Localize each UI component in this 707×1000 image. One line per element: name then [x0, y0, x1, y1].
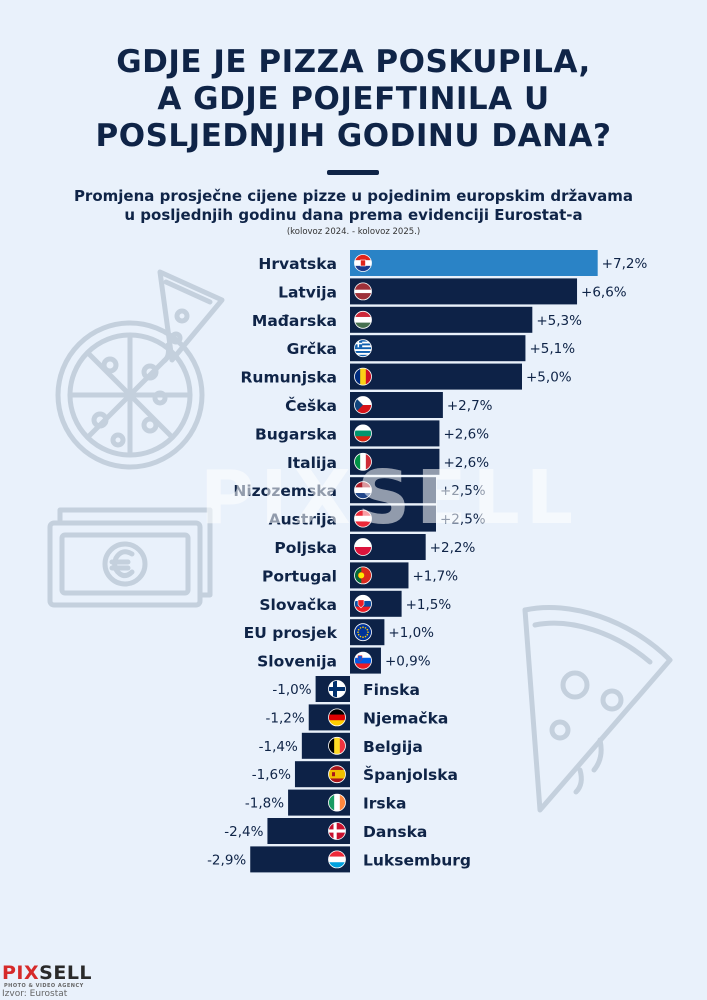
- category-label: Hrvatska: [258, 255, 337, 273]
- pizza-slice-icon: [157, 269, 225, 364]
- value-label: -2,9%: [207, 852, 246, 868]
- page-title: GDJE JE PIZZA POSKUPILA, A GDJE POJEFTIN…: [0, 44, 707, 155]
- category-label: Španjolska: [363, 765, 458, 784]
- value-label: +2,7%: [447, 398, 493, 414]
- greece-flag: [354, 339, 372, 358]
- czechia-flag: [354, 396, 372, 414]
- value-label: +5,0%: [526, 370, 572, 386]
- spain-flag: [328, 765, 346, 784]
- croatia-flag: [354, 254, 372, 272]
- category-label: Irska: [363, 795, 406, 813]
- bar: [350, 278, 578, 305]
- value-label: -1,4%: [259, 739, 298, 755]
- category-label: Portugal: [262, 567, 337, 585]
- category-label: Finska: [363, 681, 420, 699]
- category-label: EU prosjek: [244, 624, 338, 642]
- category-label: Grčka: [287, 340, 337, 358]
- value-label: +5,1%: [529, 341, 575, 357]
- denmark-flag: [328, 822, 346, 840]
- chart-subtitle: Promjena prosječne cijene pizze u pojedi…: [0, 187, 707, 225]
- period-note: (kolovoz 2024. - kolovoz 2025.): [286, 227, 421, 237]
- subtitle-line: u posljednjih godinu dana prema evidenci…: [124, 206, 583, 224]
- value-label: -1,0%: [272, 682, 311, 698]
- slovenia-flag: [354, 651, 372, 670]
- category-label: Luksemburg: [363, 851, 471, 869]
- category-label: Češka: [285, 396, 337, 415]
- luxembourg-flag: [328, 850, 346, 869]
- value-label: +1,7%: [412, 568, 458, 584]
- value-label: -1,2%: [266, 710, 305, 726]
- title-line: POSLJEDNJIH GODINU DANA?: [95, 118, 612, 154]
- finland-flag: [328, 680, 346, 698]
- category-label: Belgija: [363, 738, 423, 756]
- bar: [350, 363, 522, 390]
- category-label: Slovačka: [259, 596, 337, 614]
- category-label: Danska: [363, 823, 427, 841]
- watermark: PIXSELL: [200, 455, 579, 541]
- romania-flag: [354, 367, 372, 386]
- value-label: -1,8%: [245, 796, 284, 812]
- belgium-flag: [328, 736, 346, 755]
- category-label: Latvija: [278, 283, 337, 301]
- value-label: -2,4%: [224, 824, 263, 840]
- brand-logo-part: SELL: [39, 962, 93, 984]
- hungary-flag: [354, 310, 372, 329]
- title-divider: [327, 170, 379, 175]
- banknote-icon: [47, 507, 213, 608]
- value-label: +0,9%: [385, 654, 431, 670]
- value-label: +2,5%: [440, 512, 486, 528]
- category-label: Mađarska: [252, 312, 337, 330]
- value-label: +1,0%: [388, 625, 434, 641]
- pizza-icon: [55, 320, 205, 470]
- portugal-flag: [354, 566, 372, 585]
- category-label: Nizozemska: [233, 482, 337, 500]
- title-line: GDJE JE PIZZA POSKUPILA,: [116, 44, 591, 80]
- latvia-flag: [354, 282, 372, 301]
- bar: [350, 306, 533, 333]
- value-label: +1,5%: [406, 597, 452, 613]
- bar: [350, 250, 598, 276]
- brand-logo-part: PIX: [2, 962, 40, 984]
- value-label: +7,2%: [602, 256, 648, 272]
- subtitle-line: Promjena prosječne cijene pizze u pojedi…: [73, 187, 634, 205]
- title-line: A GDJE POJEFTINILA U: [157, 81, 550, 117]
- brand-tagline: PHOTO & VIDEO AGENCY: [4, 983, 84, 989]
- ireland-flag: [328, 793, 346, 812]
- italy-flag: [354, 452, 372, 471]
- slovakia-flag: [354, 594, 372, 613]
- pizza-slice-icon: [522, 604, 673, 813]
- austria-flag: [354, 509, 372, 528]
- bulgaria-flag: [354, 424, 372, 443]
- poland-flag: [354, 538, 372, 556]
- value-label: -1,6%: [252, 767, 291, 783]
- bar: [350, 335, 526, 362]
- category-label: Rumunjska: [241, 369, 338, 387]
- category-label: Italija: [287, 454, 337, 472]
- value-label: +2,2%: [430, 540, 476, 556]
- category-label: Poljska: [274, 539, 337, 557]
- category-label: Austrija: [269, 511, 337, 529]
- netherlands-flag: [354, 481, 372, 500]
- value-label: +6,6%: [581, 284, 627, 300]
- germany-flag: [328, 708, 346, 727]
- value-label: +2,5%: [440, 483, 486, 499]
- value-label: +2,6%: [443, 426, 489, 442]
- category-label: Njemačka: [363, 709, 448, 727]
- category-label: Slovenija: [257, 653, 337, 671]
- brand-logo: PIXSELL: [2, 962, 92, 984]
- category-label: Bugarska: [255, 425, 337, 443]
- eu-flag: [354, 623, 372, 642]
- value-label: +5,3%: [536, 313, 582, 329]
- source-note: Izvor: Eurostat: [2, 989, 68, 999]
- value-label: +2,6%: [443, 455, 489, 471]
